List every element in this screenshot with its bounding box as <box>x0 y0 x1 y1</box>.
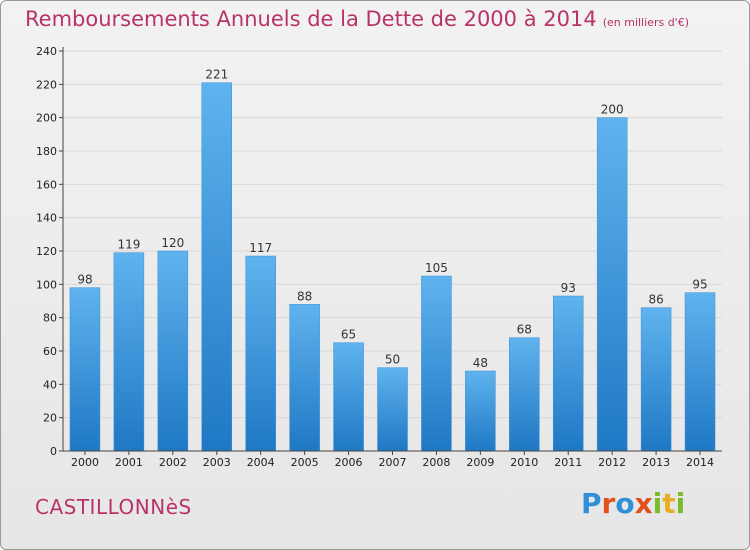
bar <box>640 307 672 452</box>
bar <box>421 275 452 452</box>
x-tick-label: 2007 <box>379 456 407 469</box>
bar <box>245 255 276 452</box>
data-label: 221 <box>205 68 228 82</box>
chart-title-text: Remboursements Annuels de la Dette de 20… <box>25 7 597 31</box>
x-tick-label: 2010 <box>510 456 538 469</box>
bar <box>201 82 233 452</box>
data-label: 48 <box>473 356 488 370</box>
logo-letter: t <box>662 487 676 520</box>
y-tick-label: 220 <box>36 78 57 91</box>
data-label: 119 <box>117 238 140 252</box>
y-tick-label: 0 <box>50 445 57 458</box>
chart-title: Remboursements Annuels de la Dette de 20… <box>25 7 689 31</box>
y-tick-label: 120 <box>36 245 57 258</box>
x-tick-label: 2004 <box>247 456 275 469</box>
logo-letter: r <box>601 487 616 520</box>
bar <box>113 252 145 452</box>
y-tick-label: 60 <box>43 345 57 358</box>
place-name: CASTILLONNèS <box>35 495 192 519</box>
bar <box>157 250 189 452</box>
data-label: 105 <box>425 261 448 275</box>
x-tick-label: 2001 <box>115 456 143 469</box>
x-tick-label: 2012 <box>598 456 626 469</box>
y-tick-label: 160 <box>36 178 57 191</box>
proxiti-logo[interactable]: Proxiti <box>581 487 685 520</box>
logo-letter: o <box>615 487 635 520</box>
y-tick-label: 100 <box>36 278 57 291</box>
bar <box>333 342 364 452</box>
bar <box>289 304 320 452</box>
x-tick-label: 2000 <box>71 456 99 469</box>
data-label: 98 <box>77 273 92 287</box>
logo-letter: P <box>581 487 602 520</box>
bar <box>69 287 101 452</box>
x-tick-label: 2002 <box>159 456 187 469</box>
bar <box>596 117 628 452</box>
bar <box>552 295 584 452</box>
logo-letter: i <box>652 487 663 520</box>
axes: 0 20 40 60 80 100 120 140 160 180 200 220 240 2000 200… <box>36 45 722 469</box>
y-tick-label: 240 <box>36 45 57 58</box>
x-tick-label: 2009 <box>466 456 494 469</box>
data-label: 93 <box>561 281 576 295</box>
logo-letter: x <box>634 487 653 520</box>
data-label: 86 <box>648 293 663 307</box>
x-tick-label: 2014 <box>686 456 714 469</box>
chart-subtitle: (en milliers d'€) <box>602 16 689 29</box>
y-tick-label: 20 <box>43 412 57 425</box>
x-tick-label: 2013 <box>642 456 670 469</box>
x-tick-label: 2006 <box>335 456 363 469</box>
x-tick-label: 2011 <box>554 456 582 469</box>
x-tick-label: 2005 <box>291 456 319 469</box>
data-label: 117 <box>249 241 272 255</box>
data-label: 68 <box>517 323 532 337</box>
data-label: 200 <box>601 103 624 117</box>
bars <box>69 82 716 452</box>
logo-letter: i <box>675 487 686 520</box>
y-tick-label: 140 <box>36 212 57 225</box>
data-label: 88 <box>297 289 312 303</box>
bar <box>684 292 716 452</box>
data-label: 50 <box>385 353 400 367</box>
bar <box>377 367 408 452</box>
data-label: 65 <box>341 328 356 342</box>
bar <box>465 370 496 452</box>
y-tick-label: 180 <box>36 145 57 158</box>
bar <box>509 337 540 452</box>
data-label: 120 <box>161 236 184 250</box>
y-tick-label: 200 <box>36 112 57 125</box>
data-labels: 98 119 120 221 117 88 65 50 105 48 68 93 200 86 95 <box>77 68 707 370</box>
data-label: 95 <box>692 278 707 292</box>
y-tick-label: 80 <box>43 312 57 325</box>
x-tick-label: 2003 <box>203 456 231 469</box>
x-tick-label: 2008 <box>422 456 450 469</box>
y-tick-label: 40 <box>43 378 57 391</box>
